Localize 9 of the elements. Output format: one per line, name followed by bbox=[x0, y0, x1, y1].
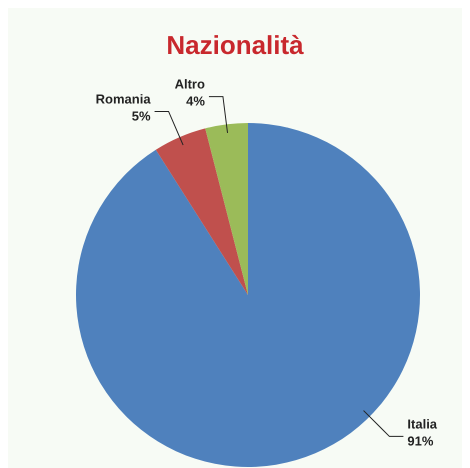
pie-slice bbox=[205, 123, 248, 295]
slice-label: Italia bbox=[407, 416, 438, 432]
pie-slice bbox=[156, 128, 248, 295]
data-label: 91% bbox=[407, 433, 434, 448]
data-label: 5% bbox=[132, 108, 152, 124]
slice-label: Altro bbox=[174, 76, 205, 92]
data-label: 4% bbox=[186, 94, 206, 109]
slice-label: Romania bbox=[96, 91, 152, 106]
chart-title: Nazionalità bbox=[165, 30, 305, 61]
